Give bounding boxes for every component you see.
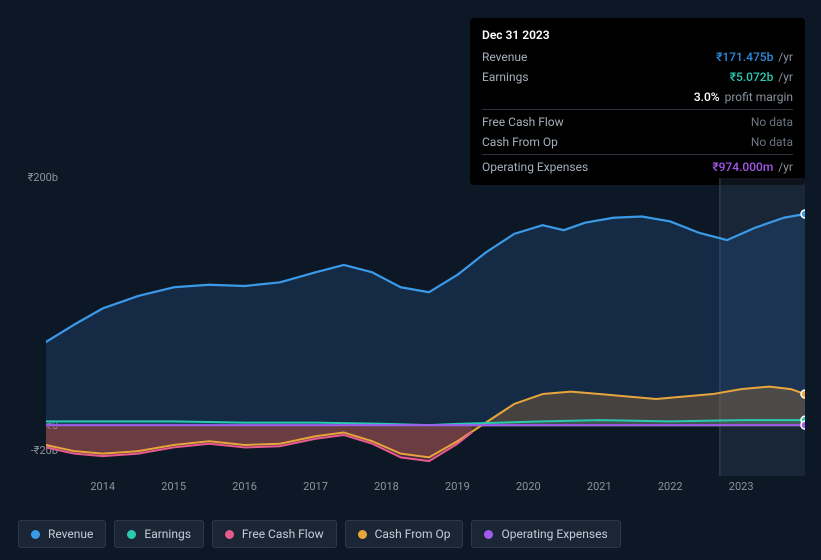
chart-plot[interactable]: [46, 178, 805, 476]
legend-item[interactable]: Operating Expenses: [471, 520, 620, 548]
x-axis-label: 2014: [90, 480, 115, 493]
tooltip-row: Free Cash Flow No data: [482, 109, 793, 132]
x-axis-label: 2020: [516, 480, 541, 493]
chart-area: ₹200b₹0-₹20b 201420152016201720182019202…: [18, 160, 805, 480]
x-axis-label: 2021: [587, 480, 612, 493]
legend-swatch: [127, 530, 136, 539]
x-axis-label: 2017: [303, 480, 328, 493]
tooltip-row-label: Earnings: [482, 68, 529, 86]
legend-label: Earnings: [144, 527, 191, 541]
legend-item[interactable]: Revenue: [18, 520, 106, 548]
x-axis-label: 2023: [729, 480, 754, 493]
chart-legend: Revenue Earnings Free Cash Flow Cash From O…: [18, 520, 621, 548]
legend-label: Free Cash Flow: [242, 527, 324, 541]
tooltip-date: Dec 31 2023: [482, 26, 793, 44]
legend-swatch: [358, 530, 367, 539]
tooltip-row: Cash From Op No data: [482, 132, 793, 152]
x-axis-label: 2015: [161, 480, 186, 493]
x-axis-label: 2018: [374, 480, 399, 493]
tooltip-row-label: Free Cash Flow: [482, 113, 564, 131]
tooltip-row-value: ₹5.072b /yr: [730, 68, 793, 86]
legend-swatch: [225, 530, 234, 539]
tooltip-row-value: No data: [751, 113, 793, 131]
tooltip-row: Earnings ₹5.072b /yr: [482, 67, 793, 87]
legend-swatch: [31, 530, 40, 539]
tooltip-row: Revenue ₹171.475b /yr: [482, 47, 793, 67]
x-axis-label: 2019: [445, 480, 470, 493]
legend-item[interactable]: Earnings: [114, 520, 204, 548]
tooltip-row-value: No data: [751, 133, 793, 151]
x-axis-labels: 2014 2015 2016 2017 2018 2019 2020 2021 2022 2023: [46, 480, 805, 498]
legend-label: Operating Expenses: [501, 527, 607, 541]
legend-item[interactable]: Cash From Op: [345, 520, 464, 548]
x-axis-label: 2022: [658, 480, 683, 493]
legend-label: Cash From Op: [375, 527, 451, 541]
tooltip-row-label: Cash From Op: [482, 133, 558, 151]
legend-item[interactable]: Free Cash Flow: [212, 520, 337, 548]
tooltip-row-label: Revenue: [482, 48, 527, 66]
legend-swatch: [484, 530, 493, 539]
tooltip-row-value: 3.0% profit margin: [694, 88, 793, 106]
tooltip-row-value: ₹171.475b /yr: [716, 48, 793, 66]
legend-label: Revenue: [48, 527, 93, 541]
x-axis-label: 2016: [232, 480, 257, 493]
tooltip-row: 3.0% profit margin: [482, 87, 793, 107]
